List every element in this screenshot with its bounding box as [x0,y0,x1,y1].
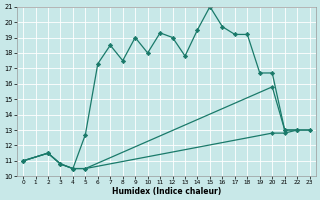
X-axis label: Humidex (Indice chaleur): Humidex (Indice chaleur) [112,187,221,196]
